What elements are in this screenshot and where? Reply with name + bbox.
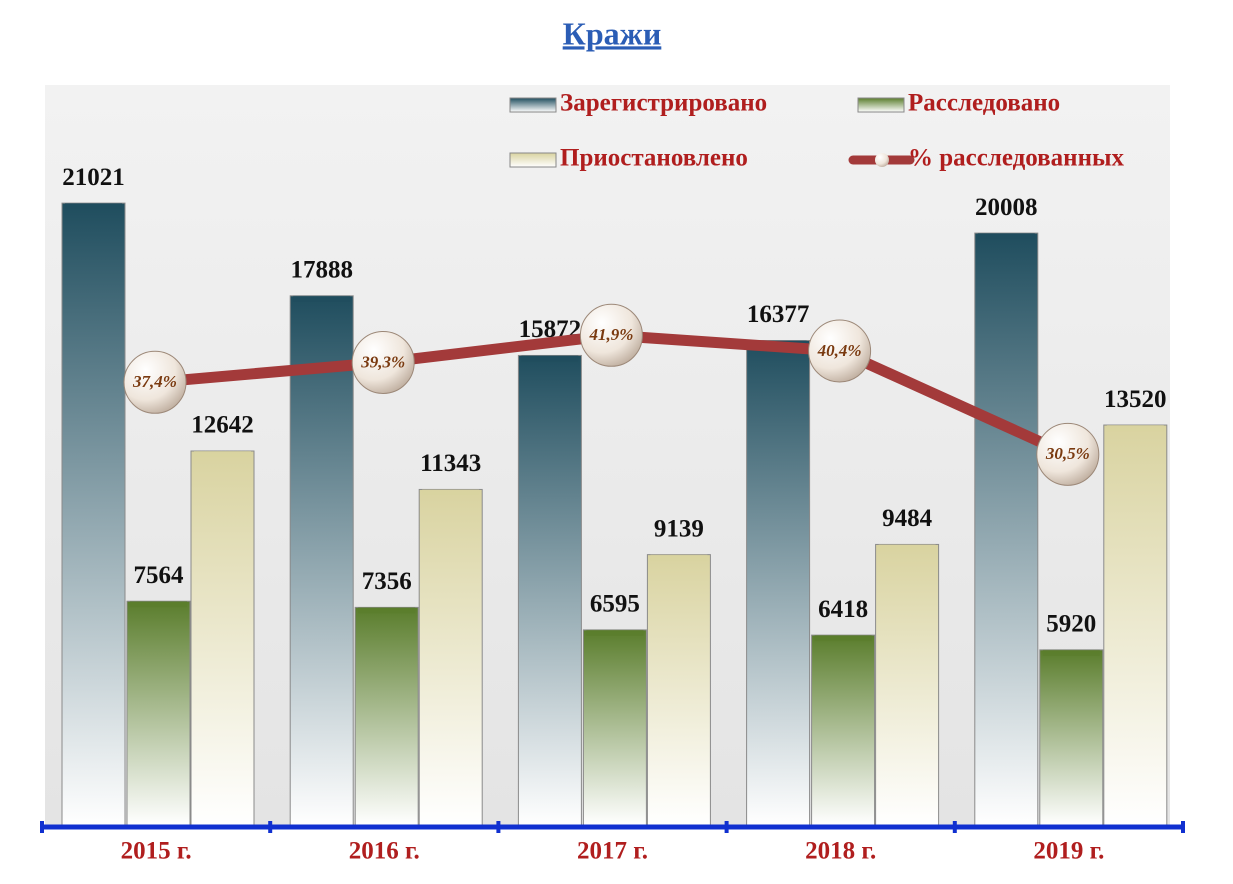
bar-cap	[586, 629, 644, 636]
value-label: 9484	[882, 505, 933, 532]
chart-title: Кражи	[563, 15, 662, 51]
line-marker	[808, 319, 872, 383]
bar-cap	[521, 355, 579, 362]
bar-cap	[194, 451, 251, 458]
legend-swatch	[509, 97, 557, 113]
value-label: 11343	[420, 450, 481, 477]
value-label: 17888	[290, 257, 353, 284]
value-label: 21021	[62, 164, 125, 191]
bar-cap	[1042, 649, 1100, 656]
bar-cap	[814, 635, 872, 642]
value-label: 7356	[362, 568, 412, 595]
x-tick-label: 2016 г.	[349, 838, 420, 865]
bar	[289, 295, 354, 826]
bar	[646, 554, 711, 826]
value-label: 41,9%	[588, 325, 633, 344]
bar-cap	[130, 601, 187, 608]
bar	[974, 232, 1039, 826]
x-tick-label: 2017 г.	[577, 838, 648, 865]
bar-cap	[878, 544, 936, 551]
bar	[418, 488, 483, 826]
value-label: 30,5%	[1045, 444, 1090, 463]
value-label: 16377	[747, 301, 810, 328]
value-label: 6595	[590, 591, 640, 618]
bar-cap	[422, 489, 480, 496]
bar-cap	[650, 554, 708, 561]
legend-swatch	[875, 153, 889, 167]
bar	[1039, 649, 1104, 826]
bar	[126, 600, 191, 826]
line-marker	[123, 350, 187, 414]
value-label: 13520	[1104, 386, 1167, 413]
legend-swatch	[509, 152, 557, 168]
value-label: 37,4%	[132, 372, 177, 391]
legend-label: Зарегистрировано	[560, 90, 767, 117]
legend-label: Расследовано	[908, 90, 1060, 117]
value-label: 9139	[654, 515, 704, 542]
line-marker	[579, 303, 643, 367]
value-label: 5920	[1046, 611, 1096, 638]
bar-cap	[358, 607, 416, 614]
bar	[746, 340, 811, 826]
bar	[875, 543, 940, 826]
bar	[517, 354, 582, 826]
legend-label: % расследованных	[908, 145, 1124, 172]
value-label: 7564	[134, 562, 185, 589]
value-label: 39,3%	[360, 352, 405, 371]
line-marker	[351, 330, 415, 394]
value-label: 20008	[975, 194, 1038, 221]
legend-label: Приостановлено	[560, 145, 748, 172]
bar	[811, 634, 876, 826]
bar-cap	[1106, 425, 1164, 432]
value-label: 6418	[818, 596, 868, 623]
bar-cap	[293, 295, 351, 302]
bar	[61, 202, 126, 826]
value-label: 12642	[191, 412, 254, 439]
x-tick-label: 2019 г.	[1033, 838, 1104, 865]
bar-cap	[65, 203, 122, 210]
x-tick-label: 2018 г.	[805, 838, 876, 865]
bar	[1103, 424, 1168, 826]
x-tick-label: 2015 г.	[121, 838, 192, 865]
value-label: 40,4%	[817, 341, 862, 360]
bar	[190, 450, 255, 826]
bar	[582, 629, 647, 826]
bar	[354, 606, 419, 826]
line-marker	[1036, 422, 1100, 486]
legend-swatch	[857, 97, 905, 113]
bar-cap	[977, 233, 1035, 240]
